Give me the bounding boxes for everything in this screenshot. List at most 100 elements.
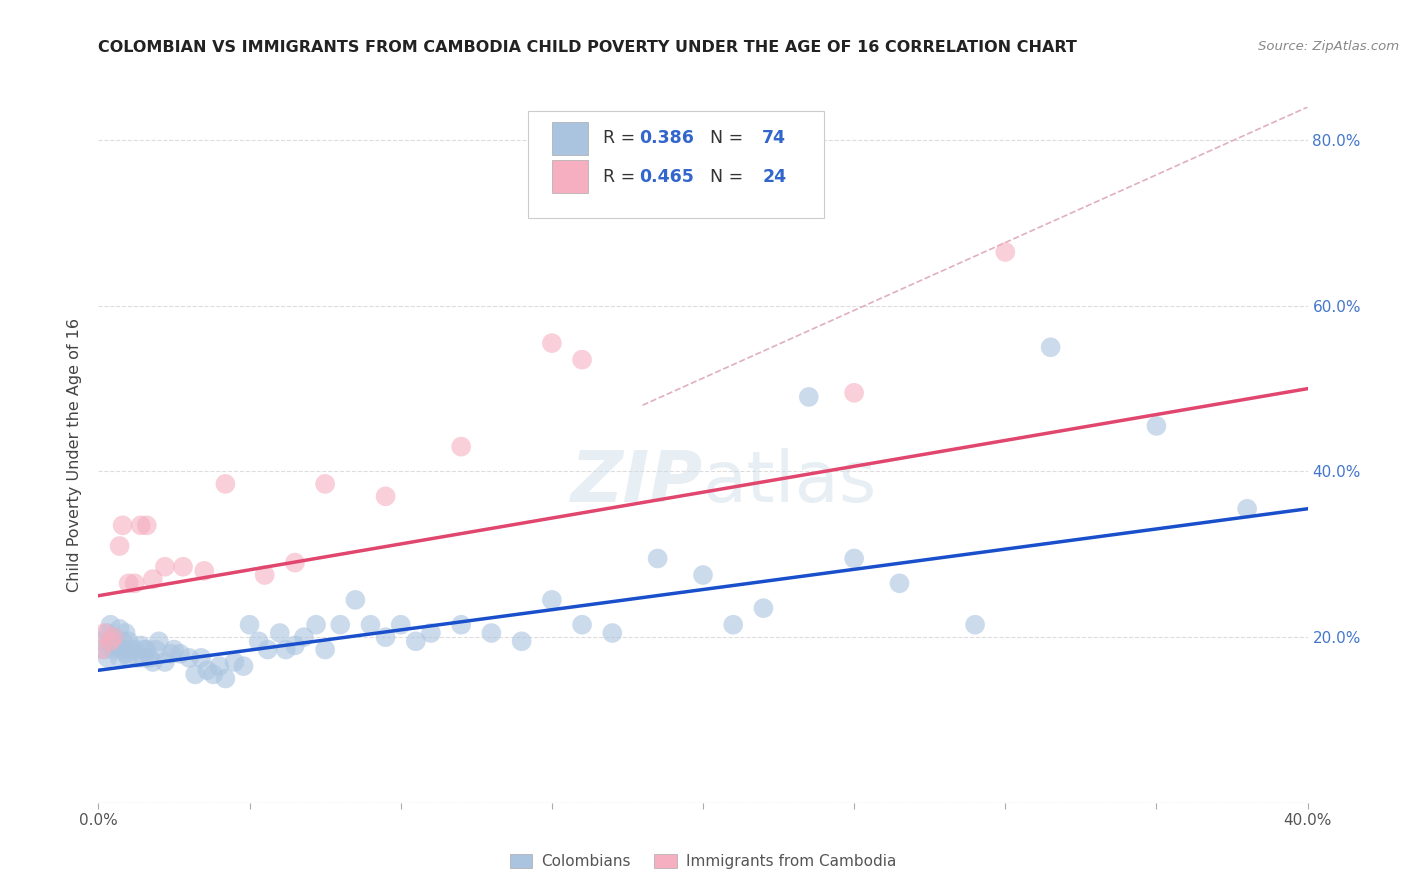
Point: [269, 626, 291, 640]
Point: [224, 655, 246, 669]
Text: COLOMBIAN VS IMMIGRANTS FROM CAMBODIA CHILD POVERTY UNDER THE AGE OF 16 CORRELAT: COLOMBIAN VS IMMIGRANTS FROM CAMBODIA CH…: [98, 40, 1077, 55]
Text: N =: N =: [699, 129, 749, 147]
Point: [145, 642, 167, 657]
Point: [124, 576, 146, 591]
Text: R =: R =: [603, 168, 640, 186]
Point: [571, 617, 593, 632]
Point: [450, 440, 472, 454]
Text: ZIP: ZIP: [571, 449, 703, 517]
Point: [114, 626, 136, 640]
Point: [100, 634, 122, 648]
Point: [844, 551, 866, 566]
Point: [889, 576, 911, 591]
Point: [193, 564, 215, 578]
Point: [344, 592, 367, 607]
FancyBboxPatch shape: [551, 121, 588, 155]
Point: [284, 556, 307, 570]
Point: [96, 651, 118, 665]
Point: [314, 642, 336, 657]
Point: [405, 634, 427, 648]
Point: [232, 659, 254, 673]
Y-axis label: Child Poverty Under the Age of 16: Child Poverty Under the Age of 16: [67, 318, 83, 592]
Point: [965, 617, 987, 632]
Point: [163, 642, 186, 657]
Point: [100, 634, 122, 648]
Point: [118, 634, 141, 648]
Text: Source: ZipAtlas.com: Source: ZipAtlas.com: [1258, 40, 1399, 54]
Point: [184, 667, 207, 681]
Point: [450, 617, 472, 632]
Point: [723, 617, 745, 632]
Point: [169, 647, 191, 661]
Point: [90, 642, 112, 657]
Point: [647, 551, 669, 566]
Point: [93, 626, 115, 640]
Point: [132, 642, 155, 657]
Point: [1236, 501, 1258, 516]
Point: [103, 642, 125, 657]
Point: [692, 568, 714, 582]
Text: N =: N =: [699, 168, 749, 186]
Point: [208, 659, 231, 673]
Point: [214, 672, 236, 686]
Point: [329, 617, 352, 632]
Point: [121, 642, 143, 657]
Text: 74: 74: [762, 129, 786, 147]
Point: [90, 634, 112, 648]
Point: [132, 651, 155, 665]
Point: [124, 642, 146, 657]
Point: [127, 651, 149, 665]
Point: [540, 592, 562, 607]
Point: [153, 655, 176, 669]
Point: [190, 651, 212, 665]
Point: [1144, 418, 1167, 433]
Point: [195, 663, 218, 677]
FancyBboxPatch shape: [551, 160, 588, 194]
Point: [374, 630, 396, 644]
Point: [129, 639, 152, 653]
Point: [148, 634, 170, 648]
Point: [284, 639, 307, 653]
FancyBboxPatch shape: [527, 111, 824, 219]
Point: [360, 617, 382, 632]
Point: [374, 489, 396, 503]
Point: [93, 642, 115, 657]
Point: [103, 630, 125, 644]
Point: [118, 576, 141, 591]
Point: [292, 630, 315, 644]
Point: [100, 617, 122, 632]
Point: [135, 642, 157, 657]
Point: [118, 651, 141, 665]
Point: [111, 518, 134, 533]
Point: [108, 539, 131, 553]
Point: [160, 647, 183, 661]
Point: [202, 667, 225, 681]
Point: [96, 626, 118, 640]
Text: 24: 24: [762, 168, 786, 186]
Point: [111, 634, 134, 648]
Point: [135, 518, 157, 533]
Point: [214, 476, 236, 491]
Point: [540, 336, 562, 351]
Point: [105, 639, 128, 653]
Point: [153, 559, 176, 574]
Point: [108, 622, 131, 636]
Point: [1039, 340, 1062, 354]
Point: [253, 568, 276, 582]
Point: [314, 476, 336, 491]
Point: [247, 634, 270, 648]
Point: [797, 390, 820, 404]
Point: [994, 244, 1017, 259]
Text: 0.386: 0.386: [638, 129, 693, 147]
Point: [239, 617, 262, 632]
Text: atlas: atlas: [703, 449, 877, 517]
Point: [256, 642, 278, 657]
Point: [142, 655, 165, 669]
Point: [571, 352, 593, 367]
Point: [111, 642, 134, 657]
Point: [510, 634, 533, 648]
Point: [129, 518, 152, 533]
Point: [172, 559, 194, 574]
Point: [139, 651, 162, 665]
Point: [752, 601, 775, 615]
